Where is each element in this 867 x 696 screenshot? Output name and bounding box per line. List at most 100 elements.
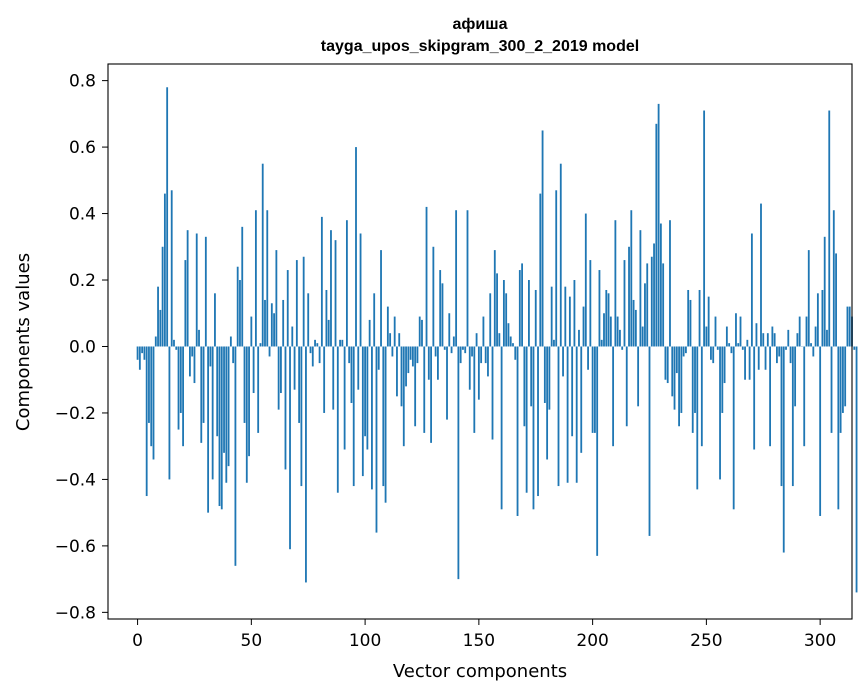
bar-253 [712,346,715,364]
bar-218 [632,299,635,347]
bar-257 [721,346,724,413]
bar-98 [359,233,362,347]
bar-162 [505,293,508,347]
bar-193 [575,346,578,483]
bar-176 [537,346,539,497]
bar-215 [625,346,628,427]
bar-223 [644,283,646,347]
bar-108 [382,346,385,487]
bar-308 [837,346,840,510]
bar-137 [448,313,451,347]
bar-114 [396,346,398,397]
bar-50 [250,316,253,347]
bar-269 [748,346,751,380]
bar-83 [325,289,328,347]
bar-88 [336,346,339,493]
bar-274 [760,203,762,347]
bar-80 [318,346,321,364]
bar-305 [830,346,833,433]
bar-315 [853,346,856,350]
bar-34 [214,293,216,347]
bar-62 [277,346,280,410]
bar-56 [264,299,266,347]
bar-3 [143,346,146,360]
bar-229 [657,103,660,347]
bar-127 [425,206,428,347]
bar-201 [593,346,596,433]
bar-86 [332,346,335,410]
bar-17 [175,346,178,350]
bar-149 [475,333,478,347]
bar-221 [639,230,642,347]
bar-291 [798,316,801,347]
bar-102 [368,319,371,347]
bar-247 [698,289,701,347]
bar-163 [507,323,510,347]
bar-44 [236,266,239,347]
bar-194 [578,329,580,347]
bar-1 [138,346,141,370]
bar-284 [782,346,785,553]
bar-45 [239,280,241,347]
bar-59 [270,303,273,347]
bar-105 [375,346,378,533]
bar-152 [482,316,485,347]
bar-141 [457,346,460,580]
bar-151 [480,346,483,364]
bar-281 [776,346,778,364]
bar-100 [364,346,367,437]
bar-165 [512,343,514,347]
bar-174 [532,346,535,510]
bar-263 [735,313,737,347]
y-tick-label-1: −0.6 [55,537,96,557]
x-tick-label-100: 100 [349,631,381,651]
bar-67 [289,346,291,550]
bar-313 [848,306,851,347]
bar-119 [407,346,410,374]
bar-208 [609,316,612,347]
bar-49 [248,346,250,457]
bar-297 [812,346,815,357]
bar-58 [268,346,271,357]
bar-241 [685,346,687,354]
bar-185 [557,346,560,487]
bar-171 [525,346,528,493]
bar-20 [182,346,184,447]
bar-14 [168,346,171,480]
bar-224 [646,263,649,347]
bar-107 [380,250,382,347]
bar-131 [434,346,437,357]
bar-28 [200,346,203,443]
bar-18 [177,346,180,430]
bar-288 [791,346,794,487]
bar-81 [320,216,323,347]
bar-300 [819,346,822,516]
bar-249 [703,110,706,347]
bar-210 [614,220,617,347]
bar-124 [418,316,421,347]
bar-82 [323,346,326,413]
bar-299 [816,293,819,347]
bar-12 [163,193,166,347]
bar-230 [659,223,662,347]
bar-46 [241,226,244,347]
bar-89 [339,339,341,347]
bar-271 [753,346,756,450]
bar-112 [391,346,394,357]
y-axis: −0.8 −0.6 −0.4 −0.2 0.0 0.2 0.4 0.6 0.8 [55,72,108,623]
bar-172 [528,280,530,347]
bar-84 [327,319,330,347]
bar-146 [468,346,471,390]
bar-182 [550,286,553,347]
bar-243 [689,299,692,347]
bar-240 [682,346,685,357]
bar-261 [730,346,733,354]
bar-36 [218,346,221,507]
bar-153 [484,346,487,364]
bar-251 [707,296,710,347]
bar-120 [409,346,412,360]
bar-23 [189,346,191,377]
bar-60 [273,313,275,347]
y-axis-label: Components values [13,253,34,431]
bar-24 [191,346,194,357]
